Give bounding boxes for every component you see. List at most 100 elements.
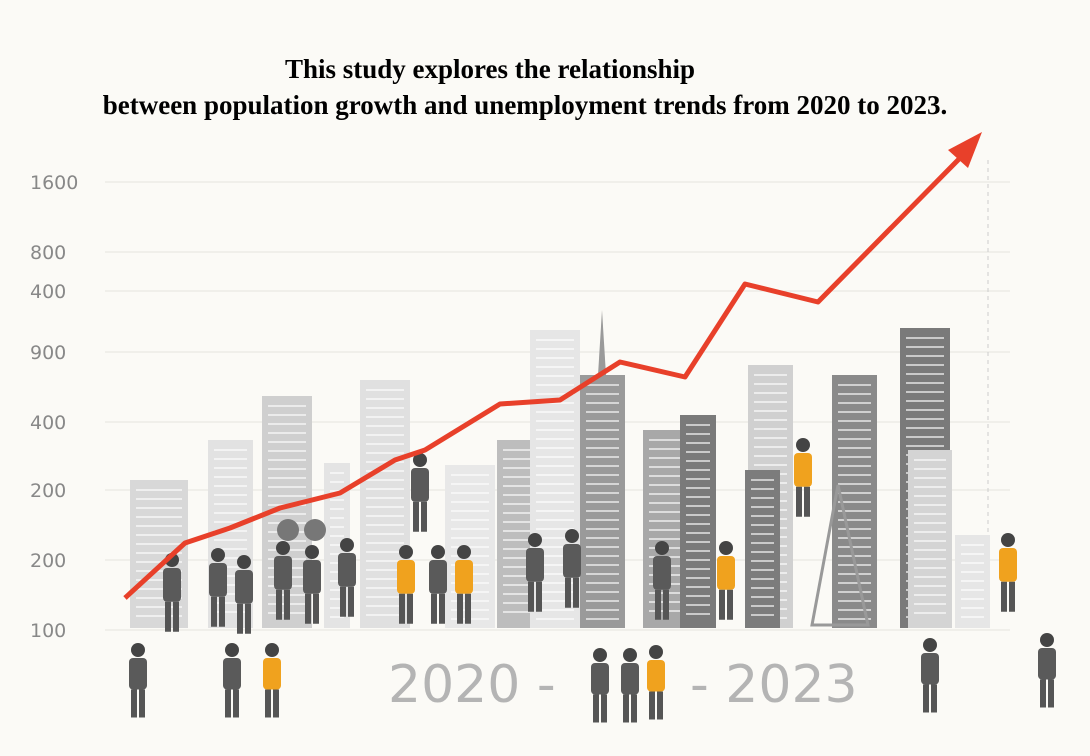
spire bbox=[598, 310, 606, 375]
person-leg bbox=[573, 577, 579, 608]
building bbox=[745, 470, 780, 628]
person-body bbox=[526, 548, 544, 582]
person-leg bbox=[431, 593, 437, 624]
y-tick-label: 800 bbox=[30, 242, 66, 264]
person-body bbox=[338, 553, 356, 587]
person-leg bbox=[1001, 581, 1007, 612]
person-leg bbox=[457, 593, 463, 624]
person-body bbox=[303, 560, 321, 594]
y-tick-label: 400 bbox=[30, 281, 66, 303]
person-leg bbox=[399, 593, 405, 624]
person-leg bbox=[225, 689, 231, 718]
person-leg bbox=[631, 694, 637, 723]
person-head bbox=[211, 548, 225, 562]
grid: 1600 800 400 900 400 200 200 100 bbox=[30, 172, 1010, 642]
y-tick-label: 100 bbox=[30, 620, 66, 642]
person-body bbox=[921, 653, 939, 685]
person-body bbox=[429, 560, 447, 594]
person-leg bbox=[233, 689, 239, 718]
year-start: 2020 - bbox=[388, 655, 556, 715]
person-leg bbox=[219, 596, 225, 627]
person-leg bbox=[465, 593, 471, 624]
person-body bbox=[209, 563, 227, 597]
person-body bbox=[717, 556, 735, 590]
person-leg bbox=[1048, 679, 1054, 708]
person-head bbox=[131, 643, 145, 657]
person-head bbox=[237, 555, 251, 569]
y-tick-label: 400 bbox=[30, 412, 66, 434]
person-leg bbox=[657, 691, 663, 720]
person-body bbox=[223, 658, 241, 690]
people bbox=[129, 438, 1056, 723]
person-head bbox=[719, 541, 733, 555]
person-leg bbox=[923, 684, 929, 713]
person-leg bbox=[237, 603, 243, 634]
person-leg bbox=[131, 689, 137, 718]
person-head bbox=[1001, 533, 1015, 547]
person-leg bbox=[413, 501, 419, 532]
tower bbox=[810, 484, 870, 627]
person-body bbox=[129, 658, 147, 690]
person-leg bbox=[284, 589, 290, 620]
person-head bbox=[431, 545, 445, 559]
title-line: This study explores the relationship bbox=[285, 54, 695, 84]
person-leg bbox=[439, 593, 445, 624]
person-head bbox=[796, 438, 810, 452]
person-leg bbox=[601, 694, 607, 723]
person-leg bbox=[139, 689, 145, 718]
person-leg bbox=[276, 589, 282, 620]
person-body bbox=[235, 570, 253, 604]
person-leg bbox=[623, 694, 629, 723]
balloon bbox=[304, 519, 326, 541]
person-leg bbox=[528, 581, 534, 612]
balloon bbox=[277, 519, 299, 541]
trend-line bbox=[123, 156, 962, 600]
person-head bbox=[305, 545, 319, 559]
person-leg bbox=[655, 589, 661, 620]
person-leg bbox=[1040, 679, 1046, 708]
person-leg bbox=[265, 689, 271, 718]
person-head bbox=[225, 643, 239, 657]
person-leg bbox=[727, 589, 733, 620]
y-tick-label: 900 bbox=[30, 342, 66, 364]
person-head bbox=[340, 538, 354, 552]
person-body bbox=[794, 453, 812, 487]
person-head bbox=[276, 541, 290, 555]
person-leg bbox=[313, 593, 319, 624]
person-body bbox=[647, 660, 665, 692]
person-head bbox=[923, 638, 937, 652]
person-head bbox=[528, 533, 542, 547]
person-leg bbox=[340, 586, 346, 617]
person-body bbox=[163, 568, 181, 602]
person-body bbox=[263, 658, 281, 690]
person-head bbox=[457, 545, 471, 559]
person-leg bbox=[719, 589, 725, 620]
person-leg bbox=[305, 593, 311, 624]
person-leg bbox=[804, 486, 810, 517]
person-head bbox=[265, 643, 279, 657]
arrow-head bbox=[948, 132, 982, 168]
person-head bbox=[655, 541, 669, 555]
person-leg bbox=[273, 689, 279, 718]
person-body bbox=[999, 548, 1017, 582]
person-leg bbox=[593, 694, 599, 723]
person-body bbox=[653, 556, 671, 590]
person-leg bbox=[211, 596, 217, 627]
skyline bbox=[130, 310, 990, 628]
person-leg bbox=[421, 501, 427, 532]
person-body bbox=[591, 663, 609, 695]
person-leg bbox=[565, 577, 571, 608]
person-head bbox=[1040, 633, 1054, 647]
person-head bbox=[623, 648, 637, 662]
person-leg bbox=[173, 601, 179, 632]
person-leg bbox=[348, 586, 354, 617]
person-leg bbox=[649, 691, 655, 720]
person-body bbox=[563, 544, 581, 578]
person-head bbox=[565, 529, 579, 543]
y-tick-label: 200 bbox=[30, 550, 66, 572]
person-leg bbox=[1009, 581, 1015, 612]
building bbox=[908, 450, 952, 628]
person-leg bbox=[165, 601, 171, 632]
y-tick-label: 200 bbox=[30, 480, 66, 502]
